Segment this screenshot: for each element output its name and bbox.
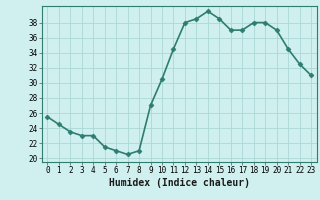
X-axis label: Humidex (Indice chaleur): Humidex (Indice chaleur) bbox=[109, 178, 250, 188]
